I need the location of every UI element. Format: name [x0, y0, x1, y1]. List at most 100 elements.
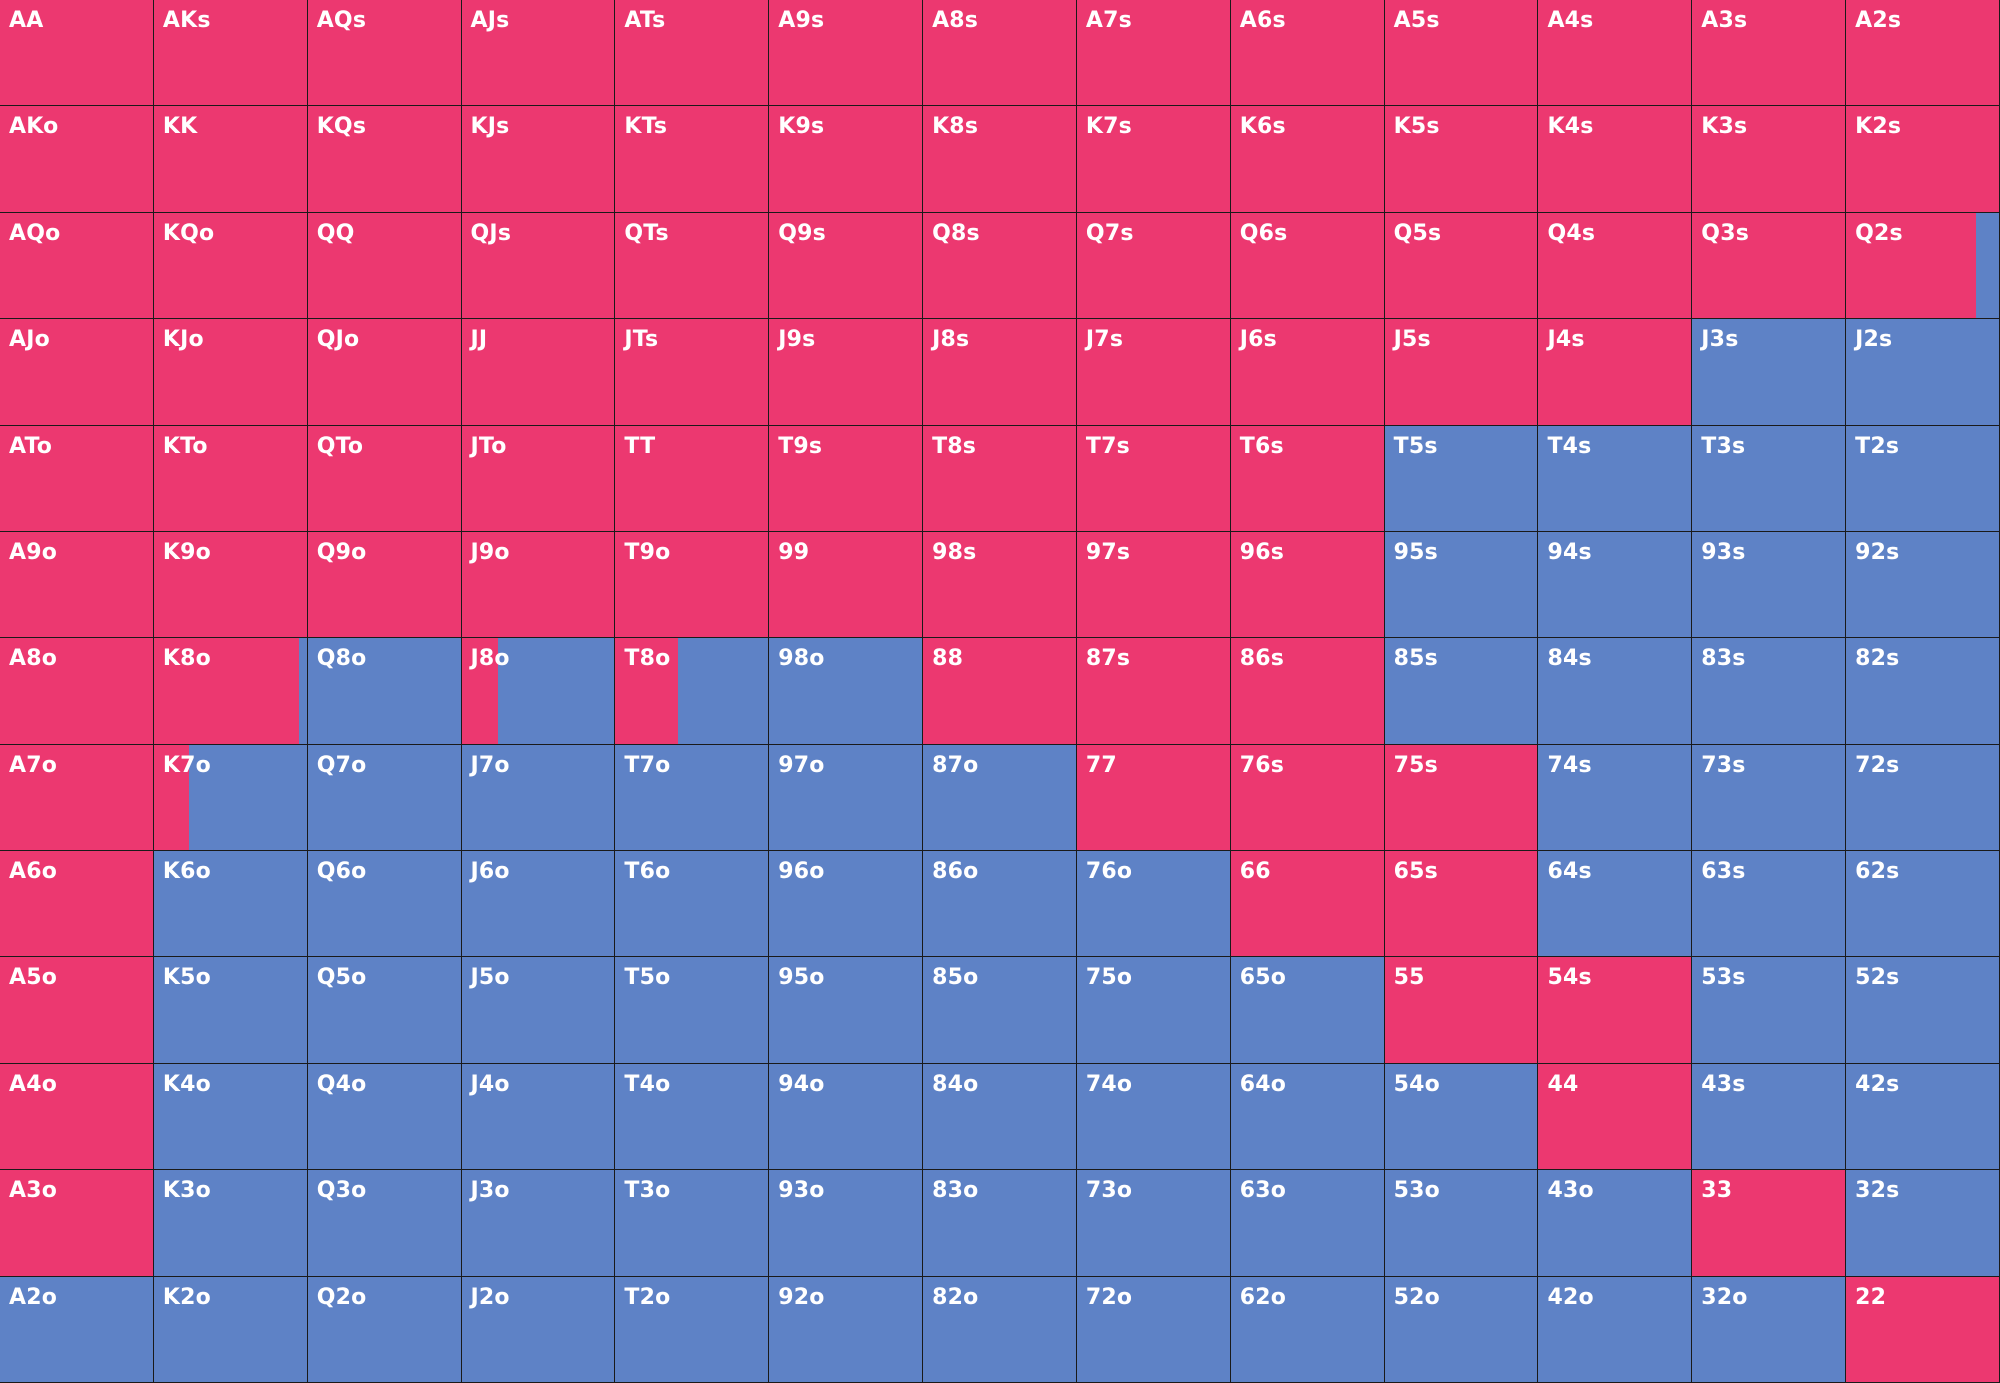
hand-cell-82s[interactable]: 82s [1846, 638, 2000, 745]
hand-cell-92s[interactable]: 92s [1846, 531, 2000, 639]
hand-cell-96o[interactable]: 96o [769, 851, 924, 958]
hand-cell-Q9s[interactable]: Q9s [769, 212, 924, 320]
hand-cell-97o[interactable]: 97o [769, 744, 924, 852]
hand-cell-A8o[interactable]: A8o [0, 638, 154, 745]
hand-cell-83s[interactable]: 83s [1692, 638, 1847, 745]
hand-cell-43s[interactable]: 43s [1692, 1063, 1847, 1171]
hand-cell-TT[interactable]: TT [615, 425, 770, 532]
hand-cell-Q3o[interactable]: Q3o [307, 1170, 462, 1277]
hand-cell-T7o[interactable]: T7o [615, 744, 770, 852]
hand-cell-JTs[interactable]: JTs [615, 319, 770, 426]
hand-cell-98s[interactable]: 98s [923, 531, 1077, 639]
hand-cell-54s[interactable]: 54s [1538, 957, 1693, 1064]
hand-cell-T3o[interactable]: T3o [615, 1170, 770, 1277]
hand-cell-66[interactable]: 66 [1230, 851, 1385, 958]
hand-cell-Q7o[interactable]: Q7o [307, 744, 462, 852]
hand-cell-Q4o[interactable]: Q4o [307, 1063, 462, 1171]
hand-cell-T8o[interactable]: T8o [615, 638, 770, 745]
hand-cell-52o[interactable]: 52o [1384, 1276, 1539, 1383]
hand-cell-K8s[interactable]: K8s [923, 106, 1077, 213]
hand-cell-A8s[interactable]: A8s [923, 0, 1077, 107]
hand-cell-32o[interactable]: 32o [1692, 1276, 1847, 1383]
hand-cell-J7s[interactable]: J7s [1076, 319, 1231, 426]
hand-cell-42o[interactable]: 42o [1538, 1276, 1693, 1383]
hand-cell-73s[interactable]: 73s [1692, 744, 1847, 852]
hand-cell-K9s[interactable]: K9s [769, 106, 924, 213]
hand-cell-QTs[interactable]: QTs [615, 212, 770, 320]
hand-cell-J6s[interactable]: J6s [1230, 319, 1385, 426]
hand-cell-Q5o[interactable]: Q5o [307, 957, 462, 1064]
hand-cell-J8o[interactable]: J8o [461, 638, 616, 745]
hand-cell-T2o[interactable]: T2o [615, 1276, 770, 1383]
hand-cell-Q5s[interactable]: Q5s [1384, 212, 1539, 320]
hand-cell-AJs[interactable]: AJs [461, 0, 616, 107]
hand-cell-JTo[interactable]: JTo [461, 425, 616, 532]
hand-cell-Q8s[interactable]: Q8s [923, 212, 1077, 320]
hand-cell-K7s[interactable]: K7s [1076, 106, 1231, 213]
hand-cell-J4o[interactable]: J4o [461, 1063, 616, 1171]
hand-cell-K5s[interactable]: K5s [1384, 106, 1539, 213]
hand-cell-Q3s[interactable]: Q3s [1692, 212, 1847, 320]
hand-cell-T6s[interactable]: T6s [1230, 425, 1385, 532]
hand-cell-Q8o[interactable]: Q8o [307, 638, 462, 745]
hand-cell-64s[interactable]: 64s [1538, 851, 1693, 958]
hand-cell-93s[interactable]: 93s [1692, 531, 1847, 639]
hand-cell-T6o[interactable]: T6o [615, 851, 770, 958]
hand-cell-K5o[interactable]: K5o [153, 957, 308, 1064]
hand-cell-54o[interactable]: 54o [1384, 1063, 1539, 1171]
hand-cell-J9o[interactable]: J9o [461, 531, 616, 639]
hand-cell-97s[interactable]: 97s [1076, 531, 1231, 639]
hand-cell-65s[interactable]: 65s [1384, 851, 1539, 958]
hand-cell-J2o[interactable]: J2o [461, 1276, 616, 1383]
hand-cell-77[interactable]: 77 [1076, 744, 1231, 852]
hand-cell-J6o[interactable]: J6o [461, 851, 616, 958]
hand-cell-J8s[interactable]: J8s [923, 319, 1077, 426]
hand-cell-T7s[interactable]: T7s [1076, 425, 1231, 532]
hand-cell-33[interactable]: 33 [1692, 1170, 1847, 1277]
hand-cell-K4o[interactable]: K4o [153, 1063, 308, 1171]
hand-cell-J3s[interactable]: J3s [1692, 319, 1847, 426]
hand-cell-J4s[interactable]: J4s [1538, 319, 1693, 426]
hand-cell-65o[interactable]: 65o [1230, 957, 1385, 1064]
hand-cell-Q9o[interactable]: Q9o [307, 531, 462, 639]
hand-cell-Q7s[interactable]: Q7s [1076, 212, 1231, 320]
hand-cell-T4o[interactable]: T4o [615, 1063, 770, 1171]
hand-cell-85o[interactable]: 85o [923, 957, 1077, 1064]
hand-cell-AQs[interactable]: AQs [307, 0, 462, 107]
hand-cell-86s[interactable]: 86s [1230, 638, 1385, 745]
hand-cell-K4s[interactable]: K4s [1538, 106, 1693, 213]
hand-cell-Q2s[interactable]: Q2s [1846, 212, 2000, 320]
hand-cell-A7o[interactable]: A7o [0, 744, 154, 852]
hand-cell-72s[interactable]: 72s [1846, 744, 2000, 852]
hand-cell-43o[interactable]: 43o [1538, 1170, 1693, 1277]
hand-cell-63s[interactable]: 63s [1692, 851, 1847, 958]
hand-cell-96s[interactable]: 96s [1230, 531, 1385, 639]
hand-cell-AKs[interactable]: AKs [153, 0, 308, 107]
hand-cell-73o[interactable]: 73o [1076, 1170, 1231, 1277]
hand-cell-84o[interactable]: 84o [923, 1063, 1077, 1171]
hand-cell-JJ[interactable]: JJ [461, 319, 616, 426]
hand-cell-Q6s[interactable]: Q6s [1230, 212, 1385, 320]
hand-cell-76o[interactable]: 76o [1076, 851, 1231, 958]
hand-cell-A5s[interactable]: A5s [1384, 0, 1539, 107]
hand-cell-94o[interactable]: 94o [769, 1063, 924, 1171]
hand-cell-A4o[interactable]: A4o [0, 1063, 154, 1171]
hand-cell-42s[interactable]: 42s [1846, 1063, 2000, 1171]
hand-cell-93o[interactable]: 93o [769, 1170, 924, 1277]
hand-cell-AKo[interactable]: AKo [0, 106, 154, 213]
hand-cell-A5o[interactable]: A5o [0, 957, 154, 1064]
hand-cell-74o[interactable]: 74o [1076, 1063, 1231, 1171]
hand-cell-T3s[interactable]: T3s [1692, 425, 1847, 532]
hand-cell-QJo[interactable]: QJo [307, 319, 462, 426]
hand-cell-53o[interactable]: 53o [1384, 1170, 1539, 1277]
hand-cell-82o[interactable]: 82o [923, 1276, 1077, 1383]
hand-cell-Q2o[interactable]: Q2o [307, 1276, 462, 1383]
hand-cell-K3o[interactable]: K3o [153, 1170, 308, 1277]
hand-cell-74s[interactable]: 74s [1538, 744, 1693, 852]
hand-cell-T4s[interactable]: T4s [1538, 425, 1693, 532]
hand-cell-62o[interactable]: 62o [1230, 1276, 1385, 1383]
hand-cell-K7o[interactable]: K7o [153, 744, 308, 852]
hand-cell-K2s[interactable]: K2s [1846, 106, 2000, 213]
hand-cell-75s[interactable]: 75s [1384, 744, 1539, 852]
hand-cell-K2o[interactable]: K2o [153, 1276, 308, 1383]
